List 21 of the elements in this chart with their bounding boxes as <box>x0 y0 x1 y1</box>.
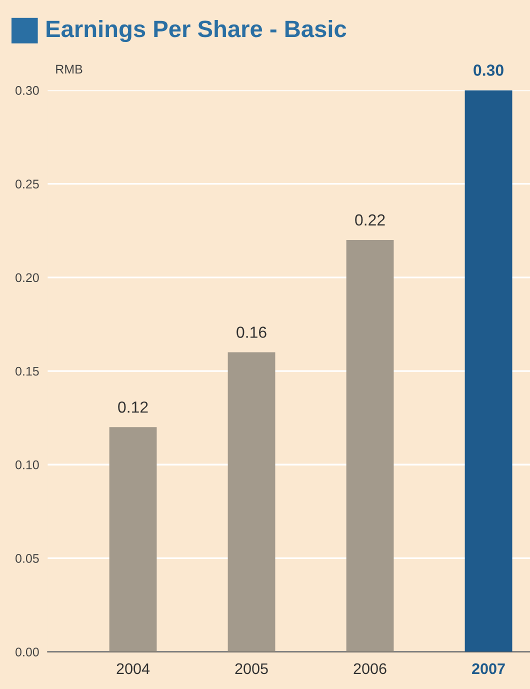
x-tick-label: 2007 <box>472 663 505 674</box>
data-label: 0.12 <box>118 401 148 413</box>
bar <box>346 240 394 652</box>
bar <box>109 427 157 652</box>
bar <box>464 90 512 652</box>
data-label: 0.30 <box>474 64 504 76</box>
x-tick-label: 2004 <box>116 663 150 674</box>
x-tick-label: 2006 <box>354 663 386 674</box>
text: 0.00 <box>16 648 39 656</box>
data-label: 0.22 <box>355 214 385 226</box>
text: 0.15 <box>16 366 39 376</box>
y-axis-title: RMB <box>56 64 82 74</box>
bar <box>228 352 276 652</box>
text: 0.20 <box>16 273 39 282</box>
data-label: 0.16 <box>236 326 266 338</box>
text: 0.30 <box>16 86 39 95</box>
text: 0.10 <box>16 460 39 470</box>
chart-title: Earnings Per Share - Basic <box>46 20 346 42</box>
text: 0.25 <box>16 180 39 188</box>
x-tick-label: 2005 <box>235 663 268 674</box>
text: 0.05 <box>16 554 39 563</box>
